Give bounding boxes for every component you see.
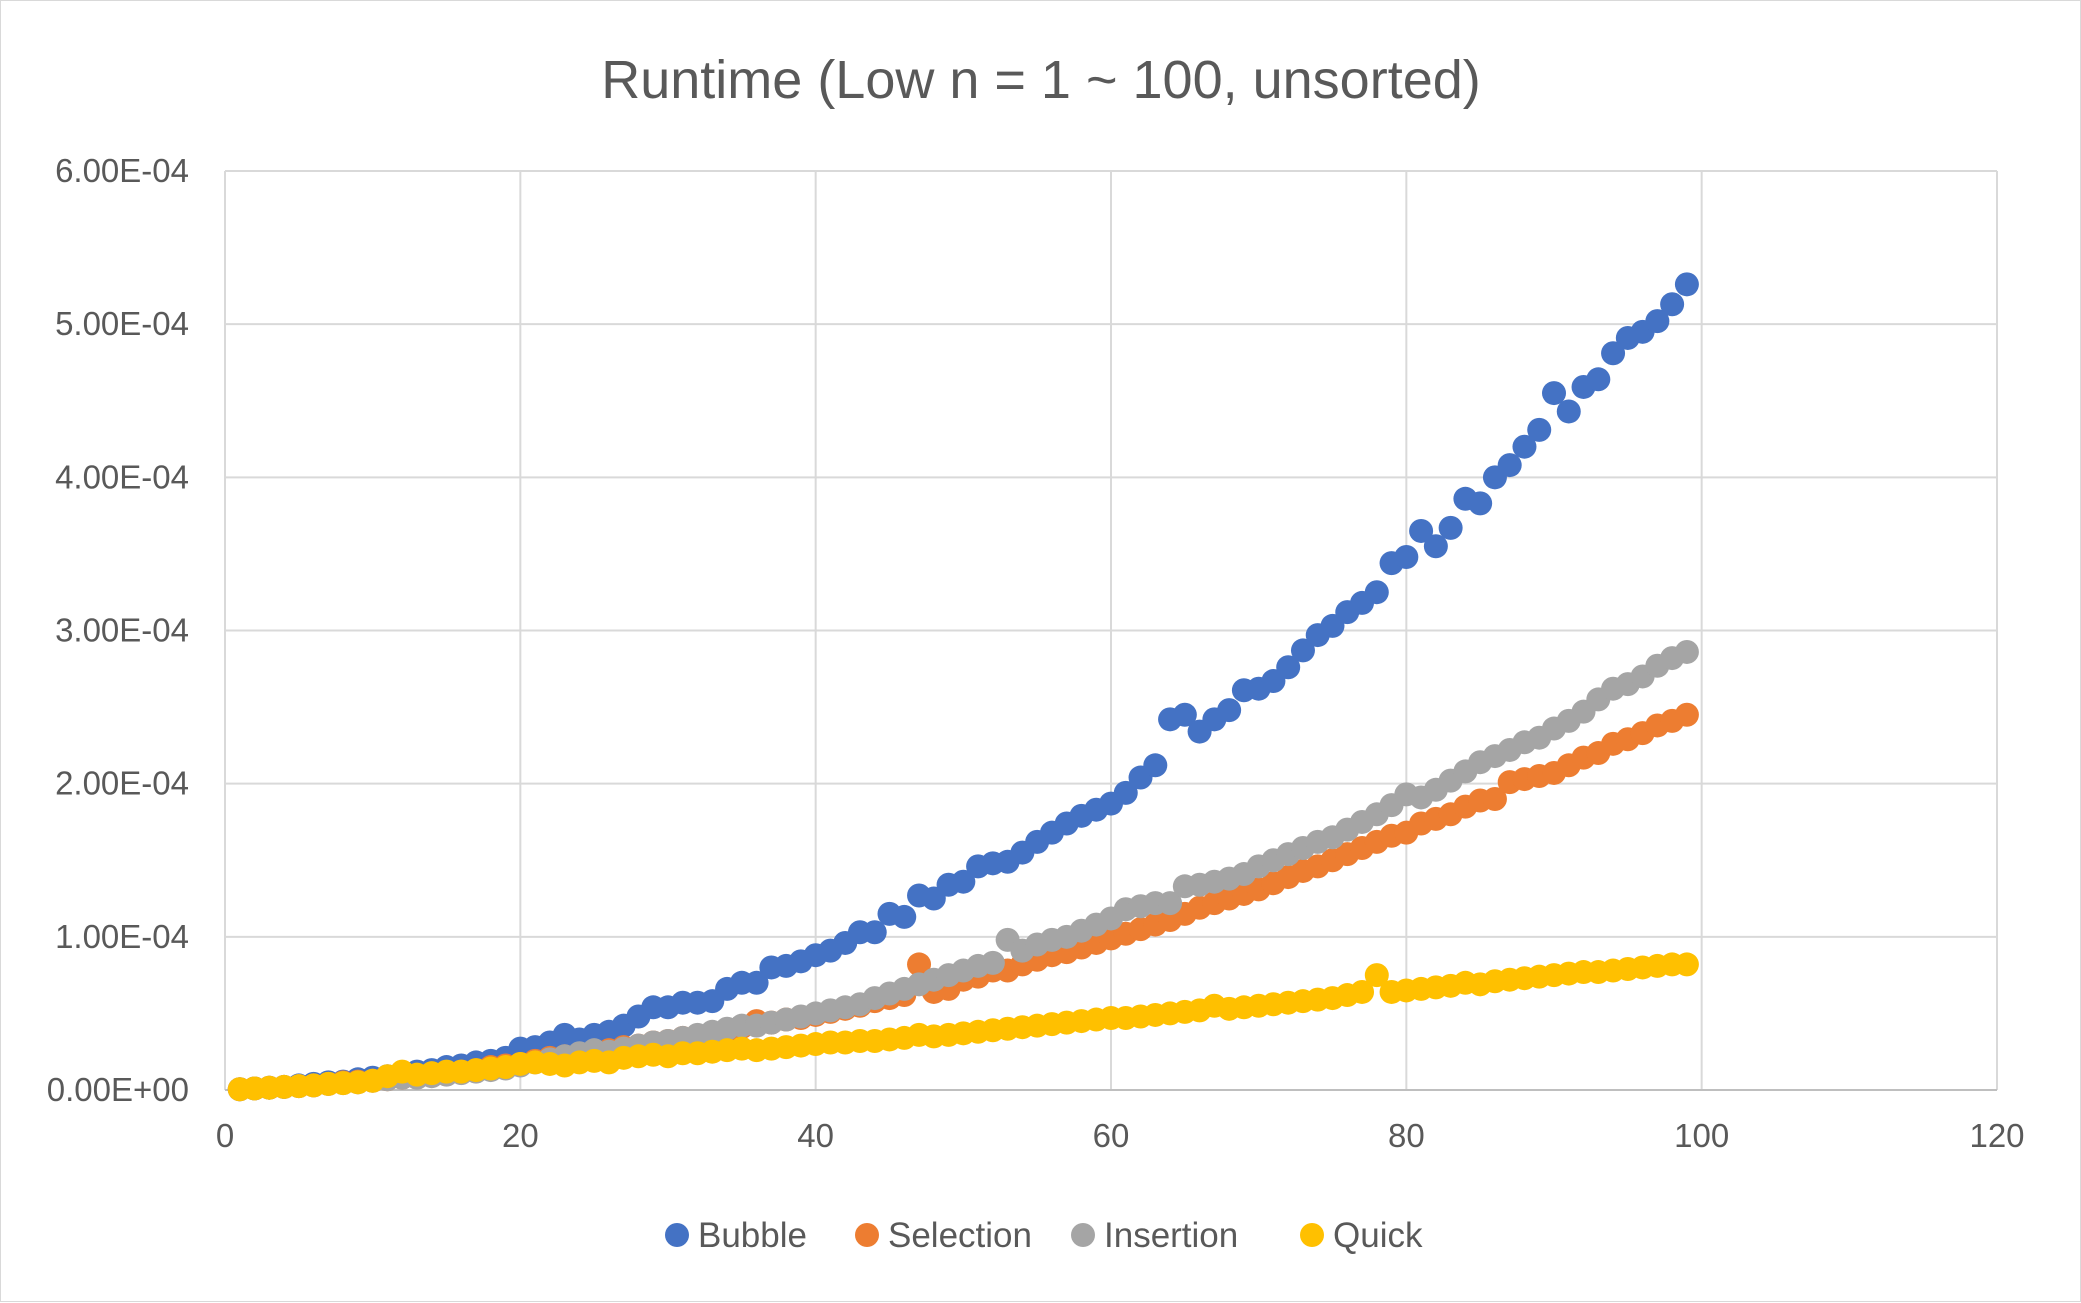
point-bubble <box>1113 780 1138 805</box>
x-tick-label: 40 <box>797 1117 834 1154</box>
point-bubble <box>1674 272 1699 297</box>
y-tick-label: 2.00E-04 <box>55 765 189 802</box>
point-bubble <box>1423 534 1448 559</box>
legend-label: Selection <box>888 1216 1032 1255</box>
legend-marker <box>665 1223 689 1247</box>
point-bubble <box>1586 367 1611 392</box>
y-tick-label: 5.00E-04 <box>55 305 189 342</box>
y-tick-label: 1.00E-04 <box>55 918 189 955</box>
point-selection <box>907 952 932 977</box>
point-bubble <box>1468 491 1493 516</box>
y-tick-label: 0.00E+00 <box>47 1071 189 1108</box>
point-quick <box>1674 952 1699 977</box>
point-bubble <box>1512 434 1537 459</box>
point-bubble <box>1409 518 1434 543</box>
point-bubble <box>862 920 887 945</box>
point-quick <box>1350 979 1375 1004</box>
series-quick <box>227 952 1699 1102</box>
point-bubble <box>892 904 917 929</box>
point-bubble <box>1542 381 1566 406</box>
y-tick-label: 4.00E-04 <box>55 458 189 495</box>
point-bubble <box>951 869 976 894</box>
point-bubble <box>1290 638 1315 663</box>
point-insertion <box>1674 639 1699 664</box>
x-tick-label: 60 <box>1093 1117 1130 1154</box>
point-bubble <box>1527 417 1552 442</box>
legend-item-selection: Selection <box>855 1216 1032 1255</box>
legend-item-insertion: Insertion <box>1071 1216 1238 1255</box>
axes: 0.00E+00 1.00E-04 2.00E-04 3.00E-04 4.00E-04… <box>47 152 2025 1154</box>
y-tick-label: 6.00E-04 <box>55 152 189 189</box>
legend: Bubble Selection Insertion Quick <box>665 1216 1423 1255</box>
data-points <box>227 272 1699 1102</box>
x-tick-label: 0 <box>216 1117 234 1154</box>
point-bubble <box>1660 292 1685 317</box>
gridlines <box>224 170 1998 1090</box>
point-bubble <box>1556 399 1581 424</box>
point-bubble <box>1217 698 1242 723</box>
legend-marker <box>855 1223 879 1247</box>
point-insertion <box>1158 891 1183 916</box>
x-tick-label: 100 <box>1674 1117 1729 1154</box>
point-insertion <box>980 950 1005 975</box>
point-selection <box>1482 786 1507 811</box>
x-tick-label: 20 <box>502 1117 539 1154</box>
point-quick <box>1364 963 1389 988</box>
legend-label: Quick <box>1333 1216 1423 1255</box>
point-bubble <box>1394 544 1419 569</box>
x-tick-label: 120 <box>1969 1117 2024 1154</box>
legend-marker <box>1300 1223 1324 1247</box>
point-bubble <box>1172 702 1197 727</box>
chart-title: Runtime (Low n = 1 ~ 100, unsorted) <box>601 50 1481 110</box>
point-bubble <box>1364 580 1389 605</box>
x-tick-label: 80 <box>1388 1117 1425 1154</box>
point-bubble <box>1143 753 1168 778</box>
point-bubble <box>1438 515 1463 540</box>
legend-item-quick: Quick <box>1300 1216 1423 1255</box>
point-bubble <box>1645 309 1670 334</box>
y-tick-label: 3.00E-04 <box>55 612 189 649</box>
point-bubble <box>744 970 769 995</box>
legend-item-bubble: Bubble <box>665 1216 807 1255</box>
point-selection <box>1674 702 1699 727</box>
legend-label: Insertion <box>1104 1216 1238 1255</box>
legend-label: Bubble <box>698 1216 807 1255</box>
point-bubble <box>1601 341 1626 366</box>
legend-marker <box>1071 1223 1095 1247</box>
point-bubble <box>1276 655 1301 680</box>
point-bubble <box>1497 453 1522 478</box>
